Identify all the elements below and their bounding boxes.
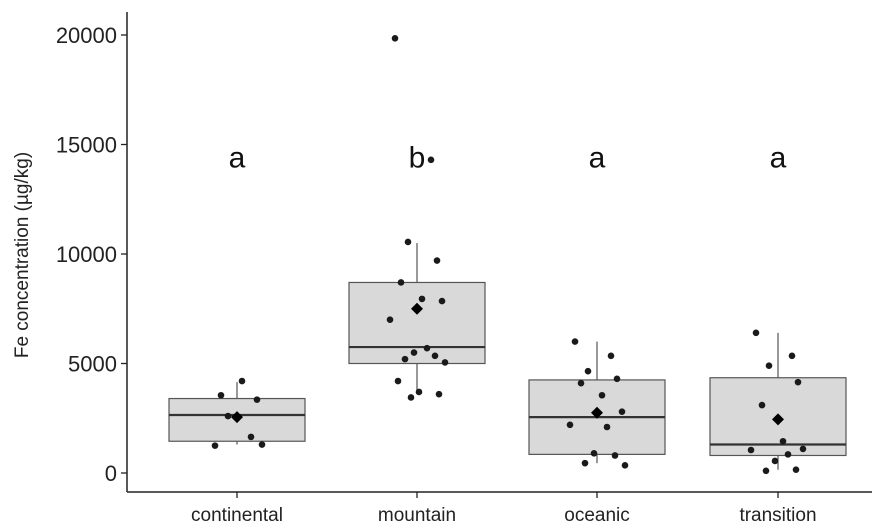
data-point-mountain: [392, 35, 399, 42]
data-point-continental: [248, 434, 255, 441]
data-point-transition: [785, 451, 792, 458]
group-letter-oceanic: a: [589, 141, 606, 174]
x-tick-label-transition: transition: [739, 505, 816, 524]
data-point-continental: [259, 441, 266, 448]
data-point-mountain: [398, 279, 405, 286]
data-point-continental: [212, 442, 219, 449]
data-point-oceanic: [612, 452, 619, 459]
y-tick-label: 20000: [56, 23, 117, 48]
data-point-transition: [800, 446, 807, 453]
data-point-oceanic: [582, 460, 589, 467]
y-tick-label: 5000: [68, 352, 117, 377]
y-tick-label: 0: [105, 461, 117, 486]
data-point-oceanic: [614, 376, 621, 383]
data-point-transition: [789, 353, 796, 360]
group-letter-continental: a: [229, 141, 246, 174]
group-letter-transition: a: [770, 141, 787, 174]
data-point-mountain: [428, 157, 435, 164]
data-point-mountain: [432, 353, 439, 360]
y-tick-label: 15000: [56, 133, 117, 158]
data-point-oceanic: [599, 392, 606, 399]
data-point-transition: [753, 330, 760, 337]
data-point-oceanic: [567, 422, 574, 429]
data-point-oceanic: [591, 450, 598, 457]
data-point-oceanic: [608, 353, 615, 360]
data-point-transition: [763, 468, 770, 475]
data-point-mountain: [424, 345, 431, 352]
data-point-mountain: [405, 239, 412, 246]
x-tick-label-oceanic: oceanic: [564, 505, 630, 524]
x-tick-label-continental: continental: [191, 505, 283, 524]
data-point-transition: [759, 402, 766, 409]
data-point-mountain: [402, 356, 409, 363]
data-point-transition: [766, 362, 773, 369]
data-point-mountain: [416, 389, 423, 396]
data-point-transition: [748, 447, 755, 454]
data-point-mountain: [411, 349, 418, 356]
data-point-mountain: [442, 359, 449, 366]
group-letter-mountain: b: [409, 141, 426, 174]
data-point-transition: [795, 379, 802, 386]
data-point-mountain: [436, 391, 443, 398]
data-point-mountain: [434, 257, 441, 264]
data-point-continental: [254, 396, 261, 403]
data-point-mountain: [419, 296, 426, 303]
data-point-oceanic: [619, 408, 626, 415]
data-point-mountain: [395, 378, 402, 385]
data-point-mountain: [408, 394, 415, 401]
data-point-oceanic: [604, 424, 611, 431]
data-point-mountain: [439, 298, 446, 305]
data-point-transition: [772, 458, 779, 465]
data-point-oceanic: [585, 368, 592, 375]
data-point-transition: [793, 466, 800, 473]
data-point-continental: [218, 392, 225, 399]
plot-area: 0 5000 10000 15000 20000 continental mountain o…: [56, 12, 872, 524]
x-tick-label-mountain: mountain: [378, 505, 456, 524]
y-tick-label: 10000: [56, 242, 117, 267]
data-point-oceanic: [572, 338, 579, 345]
data-point-transition: [780, 438, 787, 445]
data-point-oceanic: [622, 462, 629, 469]
data-point-continental: [225, 413, 232, 420]
data-point-continental: [239, 378, 246, 385]
y-axis-title-group: Fe concentration (µg/kg): [12, 152, 33, 358]
y-axis-title: Fe concentration (µg/kg): [12, 152, 33, 358]
data-point-oceanic: [578, 380, 585, 387]
data-point-mountain: [387, 316, 394, 323]
